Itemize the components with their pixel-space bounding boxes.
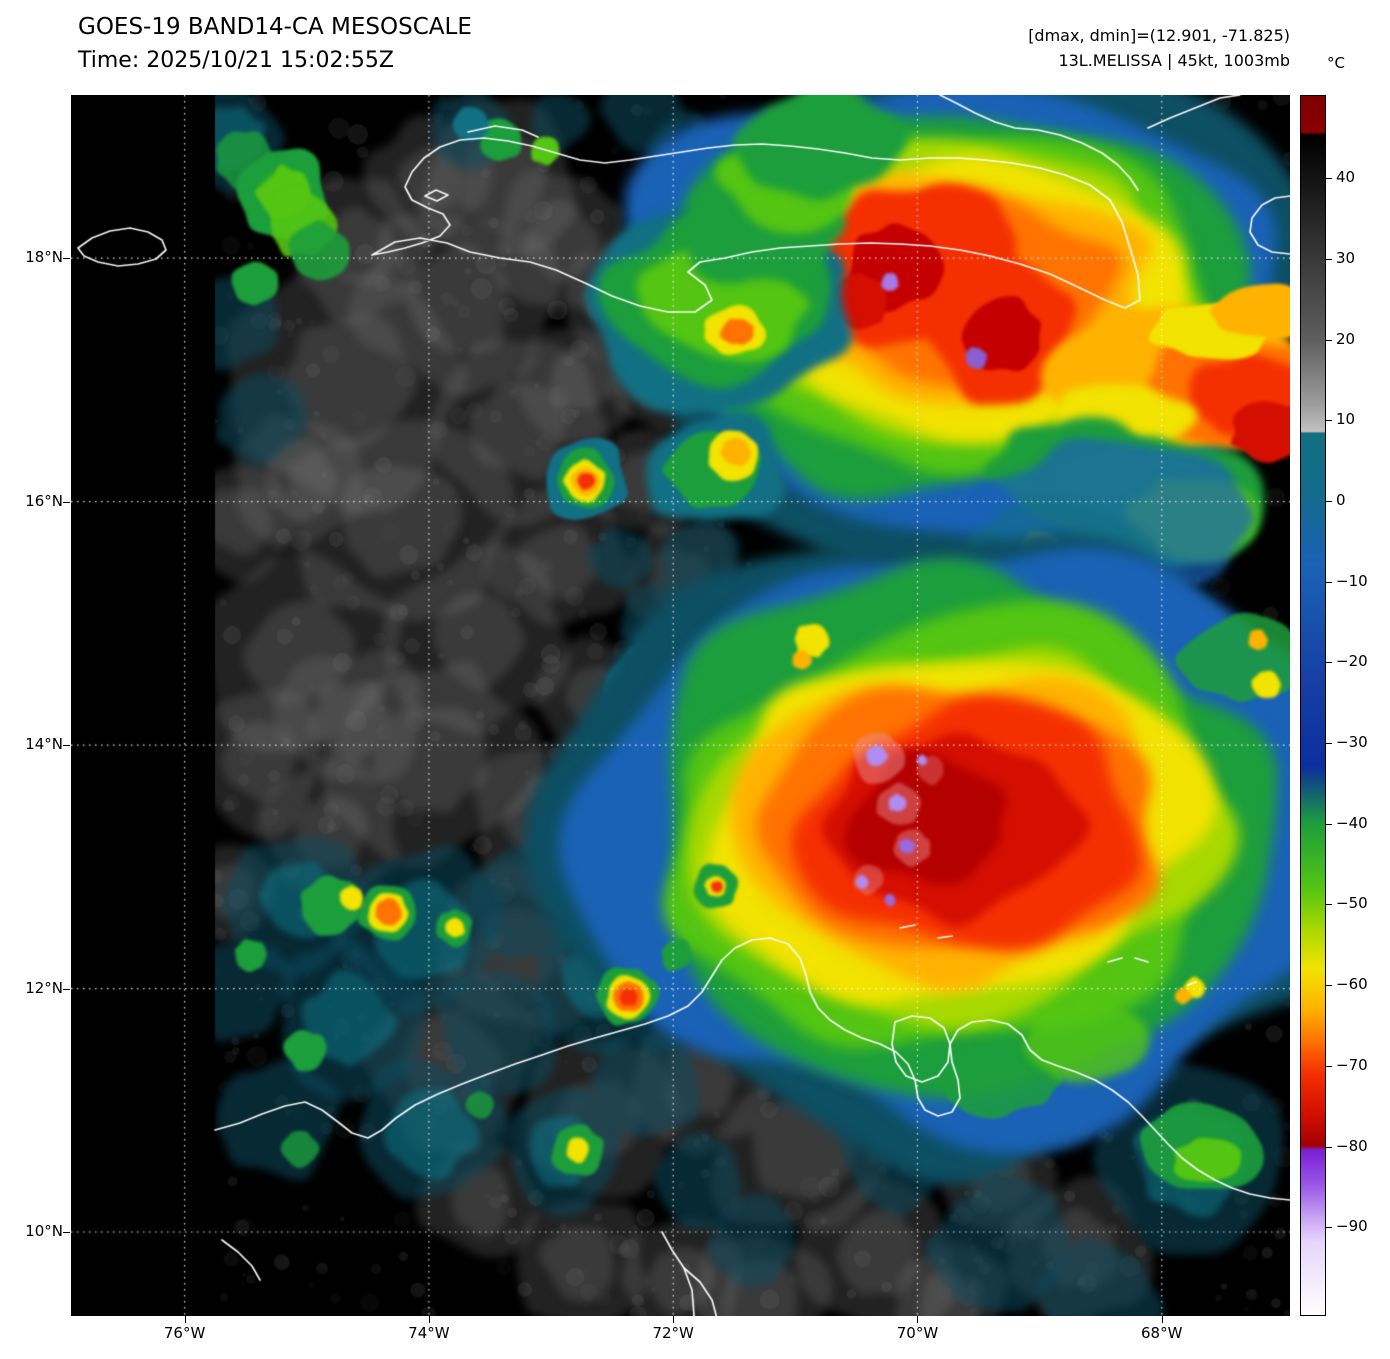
lat-tick-label: 12°N	[25, 978, 63, 997]
colorbar-tick-mark	[1326, 823, 1332, 825]
colorbar-gradient-canvas	[1301, 96, 1325, 1315]
colorbar-tick-mark	[1326, 1227, 1332, 1229]
colorbar-tick-label: −70	[1336, 1055, 1368, 1074]
colorbar-tick-label: 20	[1336, 329, 1356, 348]
colorbar-tick-mark	[1326, 178, 1332, 180]
lat-tick-mark	[63, 258, 70, 260]
lon-tick-mark	[673, 1316, 675, 1323]
colorbar-tick-label: 0	[1336, 490, 1346, 509]
lon-tick-label: 68°W	[1141, 1324, 1183, 1342]
colorbar-tick-label: −80	[1336, 1136, 1368, 1155]
lat-tick-mark	[63, 1232, 70, 1233]
satellite-imagery-canvas	[71, 95, 1290, 1316]
lon-tick-label: 74°W	[408, 1324, 450, 1342]
colorbar-tick-label: −60	[1336, 975, 1368, 994]
lat-tick-label: 14°N	[25, 735, 63, 754]
colorbar-tick-label: −40	[1336, 813, 1368, 832]
colorbar-tick-label: 30	[1336, 248, 1356, 267]
lat-tick-mark	[63, 501, 70, 503]
colorbar-tick-mark	[1326, 420, 1332, 422]
colorbar-tick-mark	[1326, 339, 1332, 341]
lon-tick-mark	[184, 1316, 186, 1323]
colorbar-tick-mark	[1326, 1146, 1332, 1148]
colorbar-tick-mark	[1326, 743, 1332, 745]
lat-tick-mark	[63, 745, 70, 747]
lon-tick-label: 70°W	[896, 1324, 939, 1342]
colorbar-tick-label: 40	[1336, 168, 1356, 187]
lon-tick-mark	[428, 1316, 430, 1323]
lon-tick-label: 72°W	[652, 1324, 694, 1342]
colorbar-tick-mark	[1326, 985, 1332, 987]
plot-title: GOES-19 BAND14-CA MESOSCALE	[78, 14, 472, 40]
colorbar-tick-label: −20	[1336, 652, 1368, 671]
lat-tick-label: 18°N	[25, 248, 63, 267]
colorbar	[1300, 95, 1326, 1316]
colorbar-tick-label: −30	[1336, 733, 1368, 752]
colorbar-tick-mark	[1326, 500, 1332, 502]
colorbar-tick-label: 10	[1336, 410, 1356, 429]
colorbar-tick-mark	[1326, 904, 1332, 906]
lon-tick-label: 76°W	[163, 1324, 206, 1342]
colorbar-tick-mark	[1326, 1065, 1332, 1067]
storm-info-annotation: 13L.MELISSA | 45kt, 1003mb	[1058, 51, 1290, 70]
colorbar-tick-mark	[1326, 258, 1332, 260]
lat-tick-label: 16°N	[25, 491, 63, 510]
colorbar-tick-label: −50	[1336, 894, 1368, 913]
colorbar-tick-mark	[1326, 581, 1332, 583]
colorbar-tick-mark	[1326, 662, 1332, 664]
lat-tick-mark	[63, 988, 70, 990]
colorbar-tick-label: −10	[1336, 571, 1368, 590]
colorbar-unit-label: °C	[1327, 54, 1345, 72]
lat-tick-label: 10°N	[25, 1222, 63, 1240]
lon-tick-mark	[917, 1316, 919, 1323]
map-plot-area: Copyright © 2020-2025 Dapiya	[71, 95, 1290, 1316]
colorbar-tick-label: −90	[1336, 1217, 1368, 1236]
dmax-dmin-annotation: [dmax, dmin]=(12.901, -71.825)	[1028, 26, 1290, 45]
plot-timestamp: Time: 2025/10/21 15:02:55Z	[78, 48, 394, 73]
lon-tick-mark	[1161, 1316, 1163, 1323]
